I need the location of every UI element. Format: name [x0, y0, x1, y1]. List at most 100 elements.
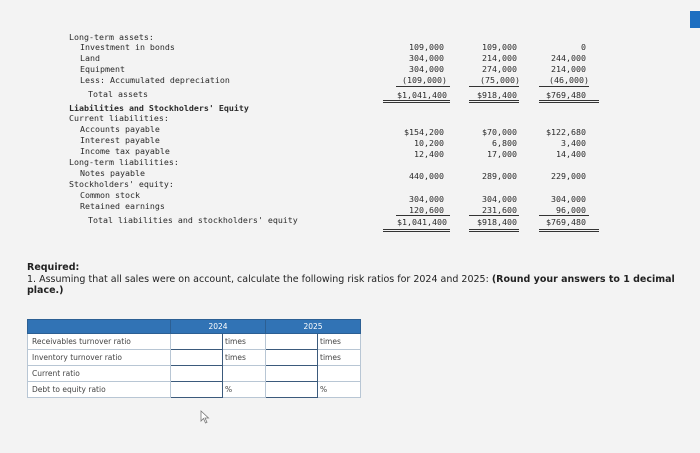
label-current-liabilities: Current liabilities: — [69, 113, 169, 123]
ratio-answer-table: 2024 2025 Receivables turnover ratio tim… — [27, 319, 361, 398]
table-row: Receivables turnover ratio times times — [27, 333, 361, 350]
unit-receivables-turnover-2024: times — [222, 333, 266, 350]
col1-accum-dep: (109,000) — [402, 75, 447, 85]
label-equipment: Equipment — [80, 64, 125, 74]
label-long-term-assets: Long-term assets: — [69, 32, 154, 42]
col3-accum-dep: (46,000) — [549, 75, 589, 85]
col1-retained-earnings: 120,600 — [409, 205, 444, 215]
col2-accum-dep: (75,000) — [480, 75, 520, 85]
required-instructions: 1. Assuming that all sales were on accou… — [27, 274, 677, 297]
table-row: Inventory turnover ratio times times — [27, 349, 361, 366]
col2-notes-payable: 289,000 — [482, 171, 517, 181]
row-label-receivables-turnover: Receivables turnover ratio — [27, 333, 171, 350]
input-receivables-turnover-2024[interactable] — [170, 333, 223, 350]
table-row: Debt to equity ratio % % — [27, 381, 361, 398]
input-inventory-turnover-2024[interactable] — [170, 349, 223, 366]
col3-total-le-double-underline — [539, 229, 599, 232]
col2-total-le-double-underline — [469, 229, 519, 232]
input-debt-to-equity-2025[interactable] — [265, 381, 318, 398]
mouse-cursor-icon — [200, 410, 210, 424]
label-land: Land — [80, 53, 100, 63]
col3-accounts-payable: $122,680 — [546, 127, 586, 137]
label-retained-earnings: Retained earnings — [80, 201, 165, 211]
col3-notes-payable: 229,000 — [551, 171, 586, 181]
col1-equipment: 304,000 — [409, 64, 444, 74]
unit-inventory-turnover-2024: times — [222, 349, 266, 366]
col3-total-assets-double-underline — [539, 100, 599, 103]
label-investment-in-bonds: Investment in bonds — [80, 42, 175, 52]
unit-current-ratio-2025 — [317, 365, 361, 382]
col3-retained-earnings: 96,000 — [556, 205, 586, 215]
unit-current-ratio-2024 — [222, 365, 266, 382]
col1-total-liabilities-equity: $1,041,400 — [397, 217, 447, 227]
label-common-stock: Common stock — [80, 190, 140, 200]
col1-total-assets-double-underline — [383, 100, 450, 103]
col2-equipment: 274,000 — [482, 64, 517, 74]
label-total-liabilities-equity: Total liabilities and stockholders' equi… — [88, 215, 298, 225]
row-label-debt-to-equity: Debt to equity ratio — [27, 381, 171, 398]
label-income-tax-payable: Income tax payable — [80, 146, 170, 156]
col1-subtotal-underline — [396, 86, 450, 87]
col3-income-tax-payable: 14,400 — [556, 149, 586, 159]
required-section: Required: 1. Assuming that all sales wer… — [27, 262, 677, 297]
col3-investment: 0 — [581, 42, 586, 52]
col2-total-assets-double-underline — [469, 100, 519, 103]
col2-subtotal-underline — [469, 86, 519, 87]
input-inventory-turnover-2025[interactable] — [265, 349, 318, 366]
col1-land: 304,000 — [409, 53, 444, 63]
col1-total-assets: $1,041,400 — [397, 90, 447, 100]
required-rounding-note: (Round your answers to 1 decimal place.) — [27, 273, 675, 297]
col2-income-tax-payable: 17,000 — [487, 149, 517, 159]
col3-common-stock: 304,000 — [551, 194, 586, 204]
col3-interest-payable: 3,400 — [561, 138, 586, 148]
label-notes-payable: Notes payable — [80, 168, 145, 178]
col2-investment: 109,000 — [482, 42, 517, 52]
col1-equity-underline — [396, 215, 450, 216]
label-liabilities-equity-heading: Liabilities and Stockholders' Equity — [69, 103, 249, 113]
unit-debt-to-equity-2024: % — [222, 381, 266, 398]
col3-total-assets: $769,480 — [546, 90, 586, 100]
input-debt-to-equity-2024[interactable] — [170, 381, 223, 398]
required-text: 1. Assuming that all sales were on accou… — [27, 273, 489, 285]
row-label-inventory-turnover: Inventory turnover ratio — [27, 349, 171, 366]
col1-total-le-double-underline — [383, 229, 450, 232]
label-long-term-liabilities: Long-term liabilities: — [69, 157, 179, 167]
label-accounts-payable: Accounts payable — [80, 124, 160, 134]
col1-investment: 109,000 — [409, 42, 444, 52]
table-row: Current ratio — [27, 365, 361, 382]
col1-income-tax-payable: 12,400 — [414, 149, 444, 159]
col2-accounts-payable: $70,000 — [482, 127, 517, 137]
col1-interest-payable: 10,200 — [414, 138, 444, 148]
unit-inventory-turnover-2025: times — [317, 349, 361, 366]
label-interest-payable: Interest payable — [80, 135, 160, 145]
col2-total-liabilities-equity: $918,400 — [477, 217, 517, 227]
col3-total-liabilities-equity: $769,480 — [546, 217, 586, 227]
input-current-ratio-2024[interactable] — [170, 365, 223, 382]
input-current-ratio-2025[interactable] — [265, 365, 318, 382]
col2-total-assets: $918,400 — [477, 90, 517, 100]
required-title: Required: — [27, 262, 80, 273]
header-year-2025: 2025 — [265, 319, 361, 334]
row-label-current-ratio: Current ratio — [27, 365, 171, 382]
col3-subtotal-underline — [539, 86, 589, 87]
side-tab[interactable] — [690, 11, 700, 28]
header-blank — [27, 319, 171, 334]
col3-equipment: 214,000 — [551, 64, 586, 74]
ratio-table-header: 2024 2025 — [27, 319, 361, 334]
unit-receivables-turnover-2025: times — [317, 333, 361, 350]
col1-accounts-payable: $154,200 — [404, 127, 444, 137]
col2-common-stock: 304,000 — [482, 194, 517, 204]
label-accumulated-depreciation: Less: Accumulated depreciation — [80, 75, 230, 85]
col1-common-stock: 304,000 — [409, 194, 444, 204]
col3-land: 244,000 — [551, 53, 586, 63]
col1-notes-payable: 440,000 — [409, 171, 444, 181]
col3-equity-underline — [539, 215, 589, 216]
col2-interest-payable: 6,800 — [492, 138, 517, 148]
col2-land: 214,000 — [482, 53, 517, 63]
header-year-2024: 2024 — [170, 319, 266, 334]
input-receivables-turnover-2025[interactable] — [265, 333, 318, 350]
unit-debt-to-equity-2025: % — [317, 381, 361, 398]
label-total-assets: Total assets — [88, 89, 148, 99]
label-stockholders-equity: Stockholders' equity: — [69, 179, 174, 189]
col2-retained-earnings: 231,600 — [482, 205, 517, 215]
